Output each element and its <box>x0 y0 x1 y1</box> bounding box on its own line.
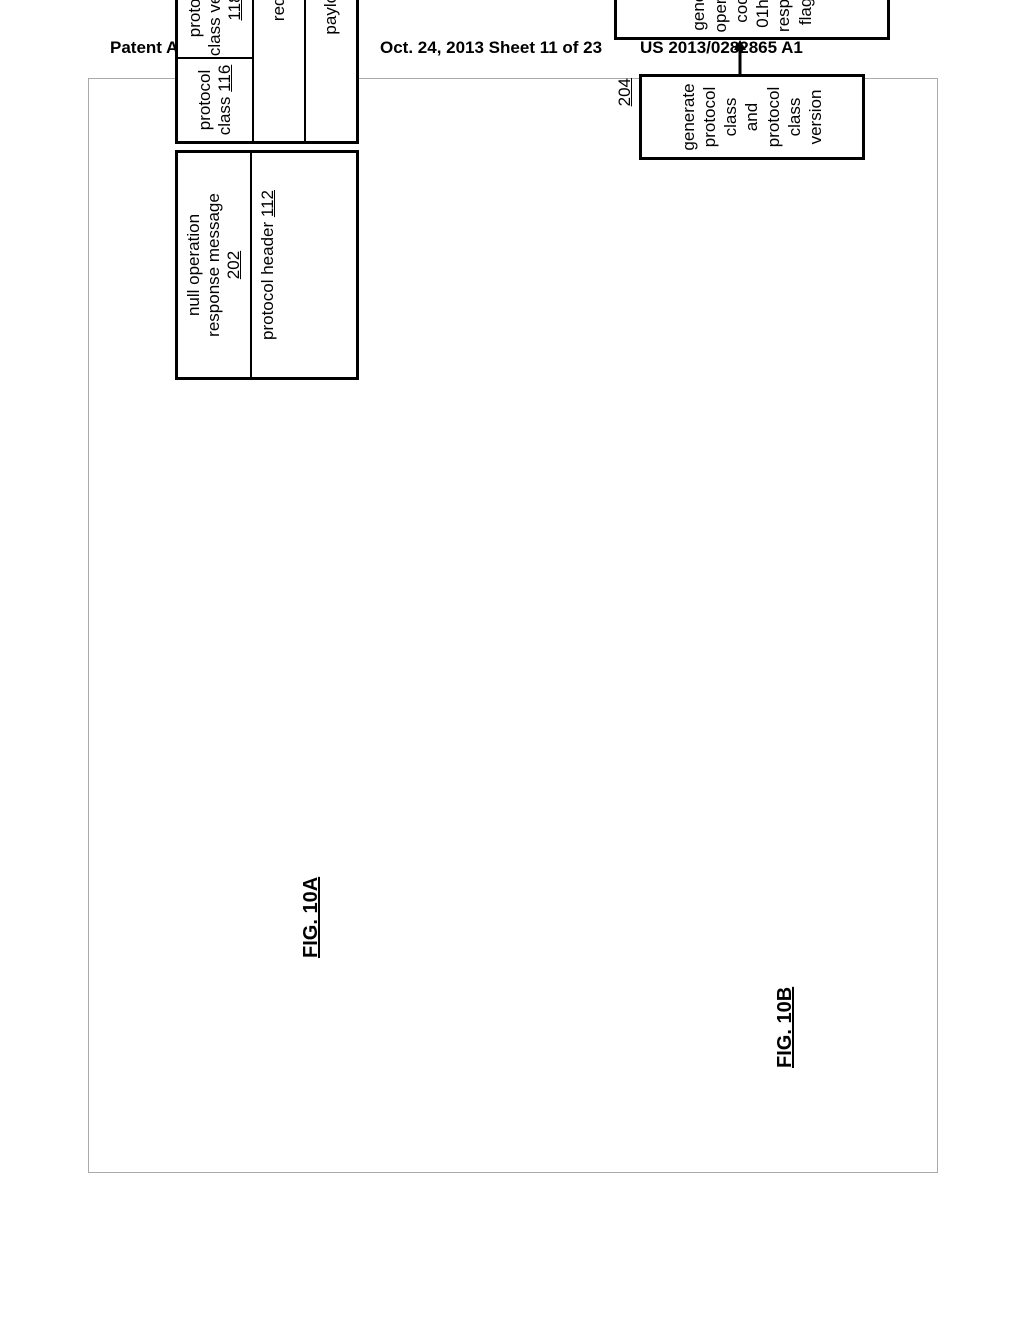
grid-row-3: payload length (=0) 126 <box>304 0 356 141</box>
step-ref-0: 204 <box>615 78 635 106</box>
grid-row-2: request number 124 <box>252 0 304 141</box>
fig10a-grid: protocol class 116 protocol class versio… <box>175 0 359 144</box>
fig10a-message-block: null operation response message 202 prot… <box>175 150 359 380</box>
pc-l1: protocol <box>195 70 215 130</box>
ph-l: protocol header <box>258 217 277 340</box>
cell-paylen: payload length (=0) 126 <box>306 0 356 141</box>
pc-ref: 116 <box>215 65 234 92</box>
msg-l1: null operation <box>184 214 203 316</box>
fig-10b: 204 generate protocol class and protocol… <box>590 0 890 160</box>
fig10a-protocol-header-label: protocol header 112 <box>252 153 284 377</box>
fig10b-label: FIG. 10B <box>774 987 797 1068</box>
pc-l2: class <box>215 92 234 135</box>
cell-reqnum: request number 124 <box>254 0 304 141</box>
step-1: generate operation code = 01h and respon… <box>614 0 890 40</box>
pv-ref: 118 <box>225 0 245 21</box>
fig10a-message-label: null operation response message 202 <box>178 153 252 377</box>
cell-protocol-class: protocol class 116 <box>178 57 252 141</box>
msg-l2: response message <box>204 193 223 337</box>
fig-10a: null operation response message 202 prot… <box>175 0 359 380</box>
step-0: generate protocol class and protocol cla… <box>639 74 865 160</box>
arrow-0 <box>738 40 742 74</box>
pv-l1: protocol <box>185 0 205 37</box>
cell-protocol-version: protocol class version 118 <box>178 0 252 57</box>
grid-row-1: protocol class 116 protocol class versio… <box>178 0 252 141</box>
pl-l: payload length (=0) <box>321 0 340 35</box>
fig10a-label: FIG. 10A <box>300 877 323 958</box>
msg-ref: 202 <box>224 251 243 279</box>
header-center: Oct. 24, 2013 Sheet 11 of 23 <box>380 38 602 58</box>
ph-ref: 112 <box>258 190 277 217</box>
rn-l: request number <box>269 0 288 21</box>
pv-l2: class version <box>205 0 225 56</box>
